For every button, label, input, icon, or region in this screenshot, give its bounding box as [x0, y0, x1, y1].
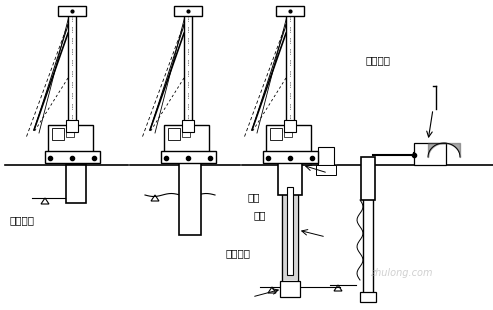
- Bar: [283, 195, 297, 280]
- Bar: [45, 151, 100, 163]
- Bar: [360, 292, 376, 302]
- Text: 除砂设备: 除砂设备: [365, 55, 390, 65]
- Text: 护筒底端: 护筒底端: [10, 215, 35, 225]
- Bar: [179, 157, 201, 235]
- Bar: [58, 6, 86, 16]
- Bar: [318, 147, 334, 165]
- Bar: [287, 187, 293, 275]
- Text: 护筒: 护筒: [248, 192, 260, 202]
- Bar: [266, 125, 311, 155]
- Text: zhulong.com: zhulong.com: [370, 268, 432, 278]
- Bar: [52, 128, 64, 140]
- Bar: [164, 125, 209, 155]
- Bar: [184, 8, 192, 148]
- Bar: [66, 120, 78, 132]
- Bar: [280, 281, 300, 297]
- Bar: [182, 120, 194, 132]
- Bar: [278, 155, 302, 195]
- Bar: [182, 129, 190, 137]
- Bar: [276, 6, 304, 16]
- Bar: [66, 129, 74, 137]
- Bar: [361, 157, 375, 200]
- Bar: [174, 6, 202, 16]
- Text: 泥浆: 泥浆: [254, 210, 267, 220]
- Bar: [286, 8, 294, 148]
- Text: 设计深度: 设计深度: [225, 248, 250, 258]
- Bar: [168, 128, 180, 140]
- Bar: [263, 151, 318, 163]
- Bar: [414, 143, 446, 165]
- Bar: [66, 165, 86, 203]
- Bar: [284, 129, 292, 137]
- Bar: [270, 128, 282, 140]
- Bar: [48, 125, 93, 155]
- Bar: [68, 8, 76, 148]
- Bar: [316, 165, 336, 175]
- Bar: [284, 120, 296, 132]
- Bar: [161, 151, 216, 163]
